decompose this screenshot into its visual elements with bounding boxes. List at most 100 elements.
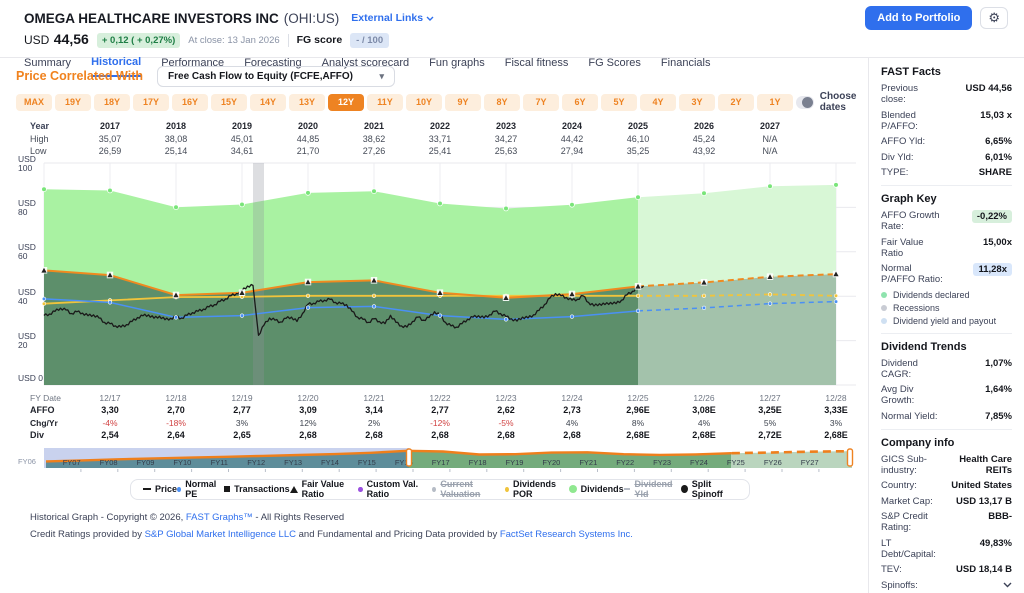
range-10y[interactable]: 10Y [406,93,442,111]
fy-date-row-cell: 12/17 [99,392,121,403]
settings-gear-button[interactable]: ⚙ [980,7,1008,29]
tab-fg-scores[interactable]: FG Scores [588,56,641,77]
legend-item-fair-value-ratio[interactable]: Fair Value Ratio [289,479,359,499]
range-max[interactable]: MAX [16,93,52,111]
low-row-cell: 35,25 [626,146,650,157]
navigator-svg[interactable]: FY07 FY08 FY09 FY10 FY11 FY12 FY13 FY14 FY15 FY16… [44,446,856,476]
copyright-line: Historical Graph - Copyright © 2026, FAS… [30,511,345,523]
range-18y[interactable]: 18Y [94,93,130,111]
y-axis-label: USD 80 [18,197,36,217]
range-buttons: MAX 19Y 18Y 17Y 16Y 15Y 14Y 13Y 12Y 11Y 10Y 9Y 8Y 7Y 6… [16,93,793,111]
svg-text:FY27: FY27 [801,458,819,467]
ticker-symbol: (OHI:US) [283,10,340,26]
company-info-row: S&P Credit Rating: BBB- [881,511,1012,533]
high-row-cell: N/A [762,133,778,144]
fy-date-row-cell: 12/25 [627,392,649,403]
legend-marker-dot [177,486,182,492]
low-row-cell: 43,92 [692,146,716,157]
range-4y[interactable]: 4Y [640,93,676,111]
fast-fact-value: 6,65% [985,136,1012,147]
legend-item-transactions[interactable]: Transactions [224,484,290,494]
high-row: High 35,07 38,08 45,01 44,85 38,62 33,71 34,27 4… [16,133,868,146]
range-14y[interactable]: 14Y [250,93,286,111]
legend-item-custom-val-ratio[interactable]: Custom Val. Ratio [358,479,432,499]
legend-label: Current Valuation [440,479,481,499]
graph-key-label: AFFO Growth Rate: [881,210,940,232]
range-8y[interactable]: 8Y [484,93,520,111]
svg-text:FY12: FY12 [247,458,265,467]
svg-text:FY22: FY22 [616,458,634,467]
affo-row-cell: 3,08E [692,405,716,416]
legend-item-dividends[interactable]: Dividends [568,484,624,494]
div-row-cell: 2,68 [497,430,515,441]
chart-svg[interactable] [40,162,856,385]
spinoffs-expander[interactable] [1003,580,1012,591]
legend-marker-dot [358,486,363,492]
chg-row-cell: -18% [166,417,186,428]
dividend-trend-row: Dividend CAGR: 1,07% [881,358,1012,380]
tab-fun-graphs[interactable]: Fun graphs [429,56,485,77]
legend-item-dividend-yld[interactable]: Dividend Yld [623,479,681,499]
legend-item-price[interactable]: Price [143,484,177,494]
legend-item-current-valuation[interactable]: Current Valuation [432,479,505,499]
chg-row-cell: 3% [235,417,249,428]
range-11y[interactable]: 11Y [367,93,403,111]
range-13y[interactable]: 13Y [289,93,325,111]
price-correlated-label: Price Correlated With [16,69,144,83]
year-row-cell: 2026 [693,121,715,132]
legend-label: Price [155,484,178,494]
legend-item-split-spinoff[interactable]: Split Spinoff [680,479,737,499]
graph-key-label: Normal P/AFFO Ratio: [881,263,943,285]
price-chart[interactable]: USD 100 USD 80 USD 60 USD 40 USD 20 USD 0 [16,154,868,389]
year-row-cell: 2021 [363,121,385,132]
fast-fact-value: USD 44,56 [965,83,1012,94]
range-1y[interactable]: 1Y [757,93,793,111]
company-info-row: Market Cap: USD 13,17 B [881,496,1012,507]
range-19y[interactable]: 19Y [55,93,91,111]
fy-date-row-cell: 12/26 [693,392,715,403]
fy-date-row-cell: 12/22 [429,392,451,403]
tab-summary[interactable]: Summary [24,56,71,77]
range-6y[interactable]: 6Y [562,93,598,111]
fy-data-table: FY Date 12/17 12/18 12/19 12/20 12/21 12/22 12/… [16,392,868,442]
affo-row: AFFO 3,30 2,70 2,77 3,09 3,14 2,77 2,62 2,73 2,96… [16,404,868,417]
svg-text:FY26: FY26 [764,458,782,467]
range-2y[interactable]: 2Y [718,93,754,111]
tab-historical[interactable]: Historical [91,56,142,77]
bullet-dot [881,304,887,311]
range-3y[interactable]: 3Y [679,93,715,111]
add-to-portfolio-button[interactable]: Add to Portfolio [865,6,973,30]
div-row-cell: 2,72E [758,430,782,441]
tab-financials[interactable]: Financials [661,56,711,77]
choose-dates-toggle[interactable] [796,95,814,109]
range-9y[interactable]: 9Y [445,93,481,111]
svg-text:FY16: FY16 [395,458,413,467]
choose-dates-label: Choose dates [819,91,857,113]
range-5y[interactable]: 5Y [601,93,637,111]
legend-item-dividends-por[interactable]: Dividends POR [504,479,569,499]
range-17y[interactable]: 17Y [133,93,169,111]
dividend-trend-row: Avg Div Growth: 1,64% [881,384,1012,406]
graph-key-label: Fair Value Ratio [881,236,924,259]
range-16y[interactable]: 16Y [172,93,208,111]
svg-text:FY17: FY17 [432,458,450,467]
range-15y[interactable]: 15Y [211,93,247,111]
svg-text:FY14: FY14 [321,458,339,467]
range-12y[interactable]: 12Y [328,93,364,111]
metric-dropdown[interactable]: Free Cash Flow to Equity (FCFE,AFFO) ▾ [157,65,396,87]
legend-item-normal-pe[interactable]: Normal PE [177,479,224,499]
year-row-cell: 2018 [165,121,187,132]
range-7y[interactable]: 7Y [523,93,559,111]
fast-fact-label: Previous close: [881,83,918,105]
fast-graphs-link[interactable]: FAST Graphs™ [185,511,253,523]
external-links-menu[interactable]: External Links [351,12,434,24]
company-info-row: TEV: USD 18,14 B [881,564,1012,575]
tab-fiscal-fitness[interactable]: Fiscal fitness [505,56,569,77]
bullet-label: Dividends declared [893,289,970,300]
factset-link[interactable]: FactSet Research Systems Inc. [499,528,633,540]
svg-text:FY21: FY21 [579,458,597,467]
timeline-navigator[interactable]: FY06 FY07 FY08 FY09 FY10 FY11 FY12 FY13 FY14 FY1… [16,446,868,476]
fy-date-row-cell: 12/21 [363,392,385,403]
sp-global-link[interactable]: S&P Global Market Intelligence LLC [144,528,296,540]
